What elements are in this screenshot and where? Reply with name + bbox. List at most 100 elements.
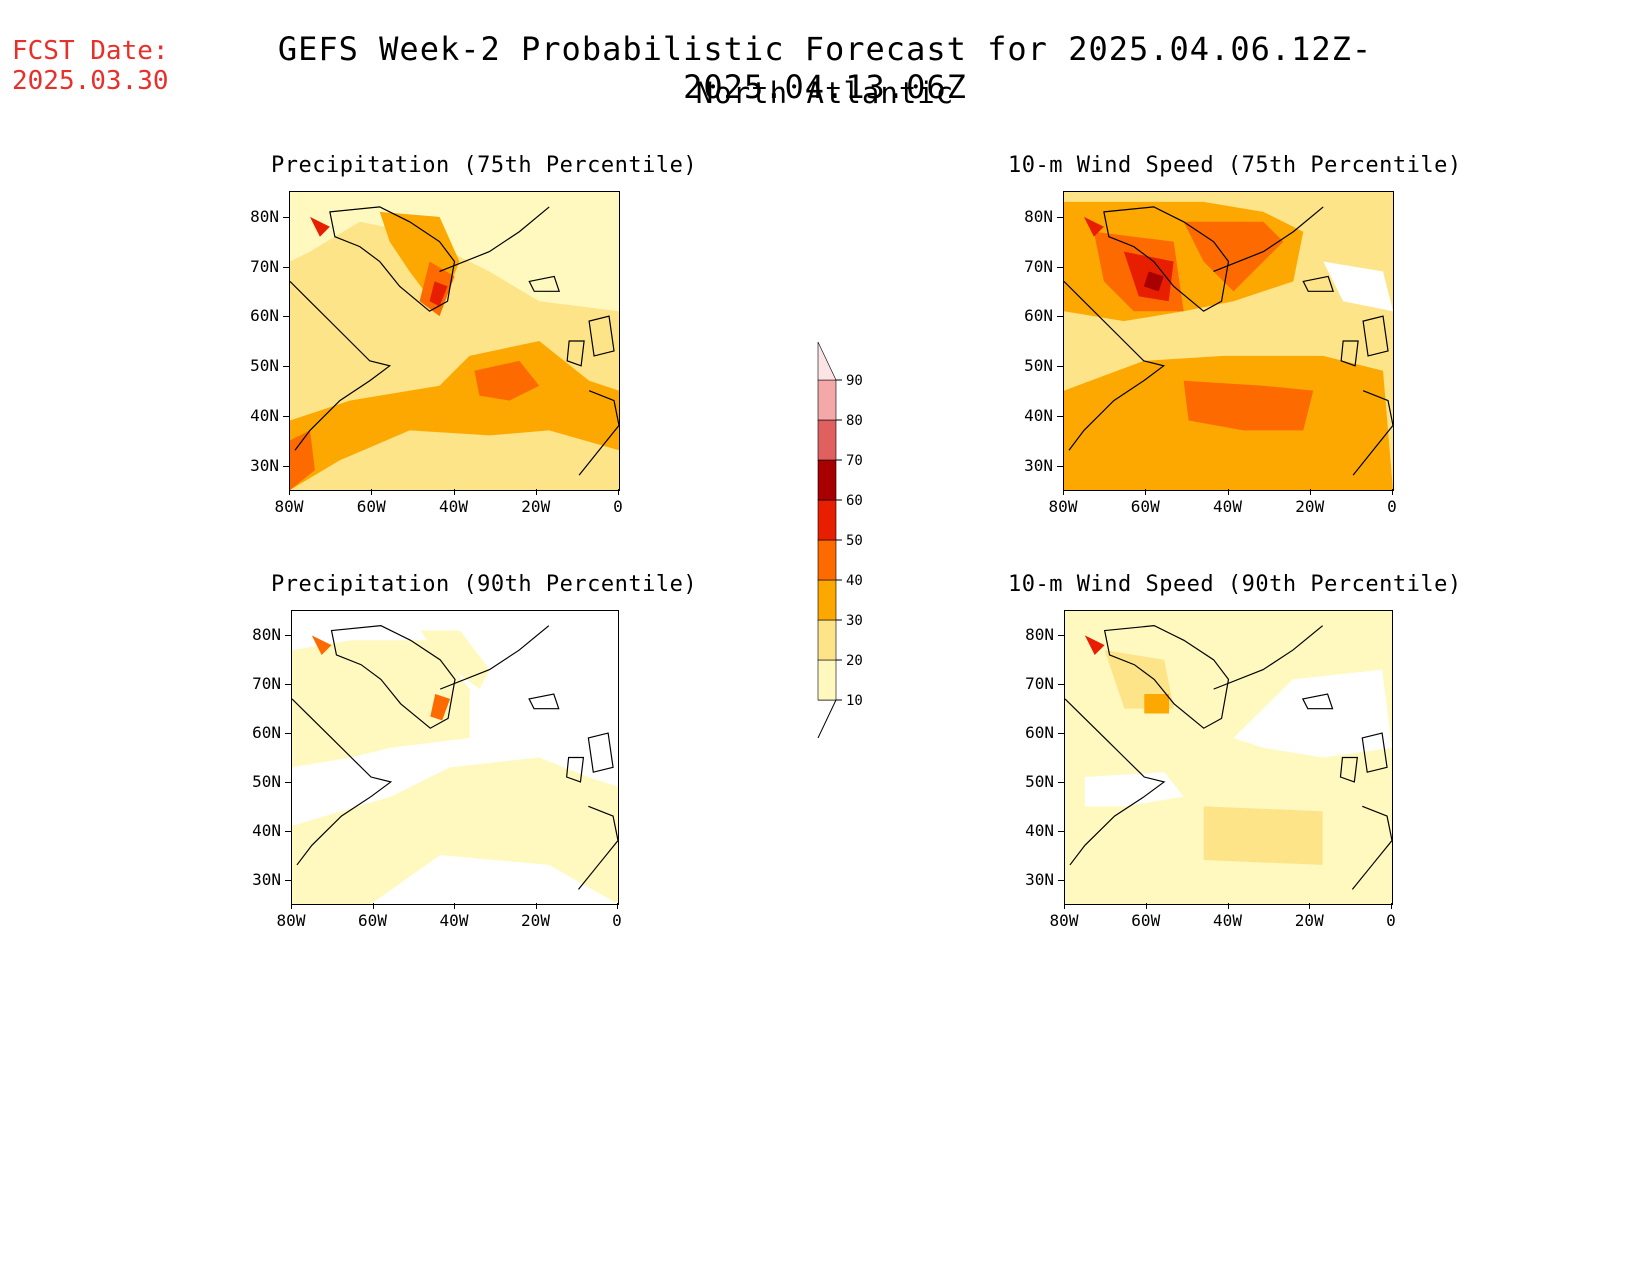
lat-tick bbox=[285, 831, 291, 833]
lon-label-wind-90: 60W bbox=[1131, 911, 1161, 930]
lat-label-wind-90: 60N bbox=[1025, 723, 1054, 743]
lat-label-wind-75: 50N bbox=[1024, 356, 1053, 376]
colorbar-label-90: 90 bbox=[846, 373, 863, 389]
lat-label-wind-75: 30N bbox=[1024, 455, 1053, 475]
lon-tick bbox=[535, 489, 537, 495]
colorbar-label-20: 20 bbox=[846, 653, 863, 669]
lon-label-precip-75: 20W bbox=[521, 497, 551, 516]
lat-label-precip-90: 60N bbox=[252, 723, 281, 743]
lon-label-precip-90: 80W bbox=[276, 911, 306, 930]
colorbar-label-50: 50 bbox=[846, 533, 863, 549]
lat-tick bbox=[1057, 465, 1063, 467]
map-wind-75 bbox=[1063, 191, 1394, 491]
colorbar: 10 20 30 40 50 60 70 80 90 bbox=[812, 338, 952, 739]
lat-label-precip-75: 40N bbox=[250, 405, 279, 425]
lon-label-wind-75: 60W bbox=[1130, 497, 1160, 516]
lon-label-wind-75: 20W bbox=[1295, 497, 1325, 516]
lon-tick bbox=[535, 903, 537, 909]
lat-label-precip-75: 60N bbox=[250, 306, 279, 326]
lat-tick bbox=[285, 635, 291, 637]
colorbar-cap-high bbox=[817, 341, 837, 381]
lon-label-precip-90: 60W bbox=[358, 911, 387, 930]
colorbar-swatch-80 bbox=[817, 379, 837, 421]
lon-label-wind-75: 0 bbox=[1387, 497, 1397, 516]
lon-tick bbox=[1227, 903, 1229, 909]
lat-tick bbox=[283, 366, 289, 368]
lat-tick bbox=[283, 216, 289, 218]
lon-tick bbox=[454, 903, 455, 909]
lat-tick bbox=[1057, 216, 1063, 218]
lat-tick bbox=[283, 316, 289, 318]
lon-tick bbox=[617, 903, 618, 909]
colorbar-label-70: 70 bbox=[846, 453, 863, 469]
lat-tick bbox=[1058, 733, 1064, 735]
forecast-date-caption: FCST Date: bbox=[12, 36, 169, 66]
colorbar-graphic: 10 20 30 40 50 60 70 80 90 bbox=[817, 341, 863, 739]
colorbar-swatch-40 bbox=[817, 539, 837, 581]
lat-label-wind-75: 60N bbox=[1024, 306, 1053, 326]
lon-tick bbox=[1063, 489, 1064, 495]
lon-label-wind-75: 80W bbox=[1048, 497, 1078, 516]
colorbar-label-80: 80 bbox=[846, 413, 863, 429]
lat-label-precip-90: 50N bbox=[252, 772, 281, 792]
precip-75-contours bbox=[290, 192, 619, 490]
lat-tick bbox=[1057, 366, 1063, 368]
lat-tick bbox=[1058, 684, 1064, 686]
lon-tick bbox=[618, 489, 619, 495]
lat-tick bbox=[1057, 316, 1063, 318]
lon-label-precip-90: 20W bbox=[521, 911, 550, 930]
colorbar-label-30: 30 bbox=[846, 613, 863, 629]
colorbar-swatch-60 bbox=[817, 459, 837, 501]
lon-tick bbox=[453, 489, 455, 495]
lat-tick bbox=[1058, 782, 1064, 784]
lon-tick bbox=[1392, 489, 1393, 495]
lat-label-wind-90: 30N bbox=[1025, 870, 1054, 890]
colorbar-cap-low bbox=[817, 699, 837, 739]
lat-label-wind-90: 70N bbox=[1025, 674, 1054, 694]
wind-75-contours bbox=[1064, 192, 1393, 490]
lat-tick bbox=[283, 415, 289, 417]
forecast-date-label: FCST Date: 2025.03.30 bbox=[12, 36, 169, 96]
lon-label-precip-75: 0 bbox=[613, 497, 623, 516]
colorbar-swatch-20 bbox=[817, 619, 837, 661]
lon-tick bbox=[289, 489, 290, 495]
colorbar-label-40: 40 bbox=[846, 573, 863, 589]
lon-label-precip-75: 80W bbox=[274, 497, 304, 516]
page-subtitle: North Atlantic bbox=[695, 76, 955, 110]
colorbar-label-10: 10 bbox=[846, 693, 863, 709]
forecast-date-value: 2025.03.30 bbox=[12, 66, 169, 96]
lat-tick bbox=[285, 733, 291, 735]
lon-tick bbox=[1064, 903, 1065, 909]
lat-label-wind-90: 40N bbox=[1025, 821, 1054, 841]
lat-label-precip-75: 50N bbox=[250, 356, 279, 376]
lat-tick bbox=[1057, 266, 1063, 268]
lon-tick bbox=[1309, 903, 1311, 909]
lat-label-precip-90: 80N bbox=[252, 625, 281, 645]
lat-tick bbox=[283, 266, 289, 268]
map-precip-90 bbox=[291, 610, 619, 905]
lon-label-wind-90: 0 bbox=[1386, 911, 1396, 930]
lat-tick bbox=[285, 684, 291, 686]
lon-label-wind-90: 20W bbox=[1294, 911, 1324, 930]
lat-tick bbox=[285, 880, 291, 882]
lat-label-precip-75: 30N bbox=[250, 455, 279, 475]
panel-title-precip-90: Precipitation (90th Percentile) bbox=[271, 572, 698, 597]
lat-label-wind-75: 80N bbox=[1024, 206, 1053, 226]
panel-title-wind-90: 10-m Wind Speed (90th Percentile) bbox=[1008, 572, 1462, 597]
map-wind-90 bbox=[1064, 610, 1393, 905]
lon-label-precip-90: 40W bbox=[439, 911, 469, 930]
colorbar-label-60: 60 bbox=[846, 493, 863, 509]
lat-label-precip-90: 30N bbox=[252, 870, 281, 890]
lon-tick bbox=[1309, 489, 1311, 495]
lon-tick bbox=[1145, 489, 1147, 495]
lat-tick bbox=[283, 465, 289, 467]
lat-tick bbox=[1058, 880, 1064, 882]
lat-tick bbox=[1058, 635, 1064, 637]
lon-tick bbox=[371, 489, 373, 495]
map-precip-75 bbox=[289, 191, 620, 491]
lat-label-precip-90: 40N bbox=[252, 821, 281, 841]
lat-label-wind-90: 80N bbox=[1025, 625, 1054, 645]
colorbar-swatch-10 bbox=[817, 659, 837, 701]
lon-tick bbox=[1391, 903, 1392, 909]
lon-label-precip-90: 0 bbox=[612, 911, 622, 930]
